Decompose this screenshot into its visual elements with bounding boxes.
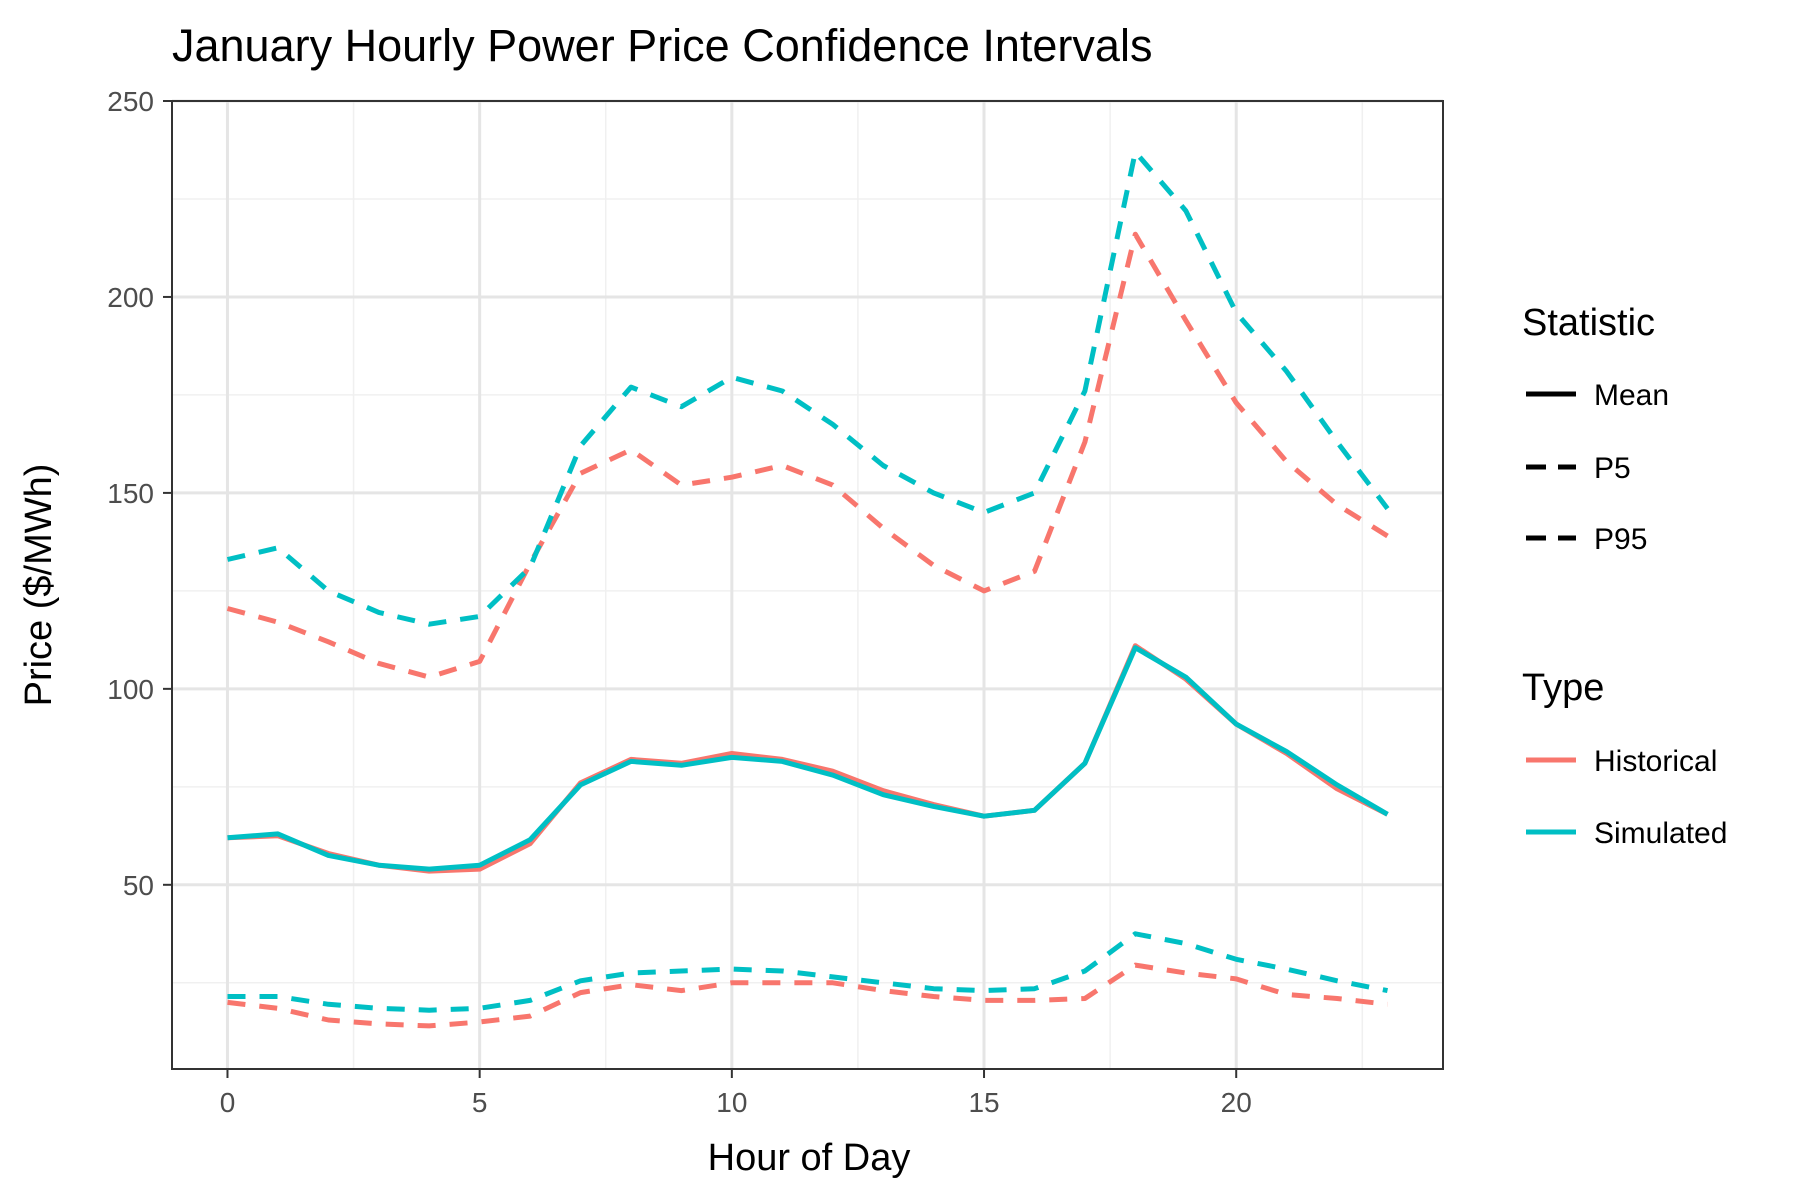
legend-title-statistic: Statistic bbox=[1522, 302, 1655, 344]
panel-border bbox=[171, 100, 1444, 1070]
axes: 0 5 10 15 20 50 100 150 200 250 bbox=[107, 86, 1252, 1118]
legend-label-p5: P5 bbox=[1594, 452, 1631, 485]
y-tick-label: 50 bbox=[123, 870, 154, 901]
series-line-simulated-p95 bbox=[226, 149, 1390, 627]
y-tick-label: 250 bbox=[107, 86, 154, 117]
y-axis-title: Price ($/MWh) bbox=[18, 464, 60, 707]
series-line-historical-p5 bbox=[227, 962, 1388, 1029]
x-tick-label: 20 bbox=[1221, 1087, 1252, 1118]
series-lines bbox=[226, 149, 1390, 1029]
legend-label-mean: Mean bbox=[1594, 379, 1669, 412]
legend-label-p95: P95 bbox=[1594, 523, 1647, 556]
legend-title-type: Type bbox=[1522, 667, 1604, 709]
plot-panel bbox=[171, 99, 1444, 1070]
x-tick-label: 10 bbox=[716, 1087, 747, 1118]
legend: Statistic Mean P5 P95 Type Historical Simulate… bbox=[1522, 302, 1727, 850]
x-tick-label: 15 bbox=[968, 1087, 999, 1118]
x-tick-label: 0 bbox=[220, 1087, 236, 1118]
series-line-historical-mean bbox=[227, 643, 1389, 874]
series-line-simulated-p5 bbox=[227, 931, 1388, 1013]
y-tick-label: 100 bbox=[107, 674, 154, 705]
gridlines bbox=[172, 99, 1443, 1069]
x-axis-title: Hour of Day bbox=[708, 1137, 911, 1179]
series-line-historical-p95 bbox=[226, 231, 1389, 680]
legend-label-historical: Historical bbox=[1594, 745, 1717, 778]
x-tick-label: 5 bbox=[472, 1087, 488, 1118]
chart-title: January Hourly Power Price Confidence In… bbox=[172, 20, 1152, 71]
series-line-simulated-mean bbox=[227, 645, 1389, 872]
y-tick-label: 200 bbox=[107, 282, 154, 313]
legend-label-simulated: Simulated bbox=[1594, 817, 1727, 850]
y-tick-label: 150 bbox=[107, 478, 154, 509]
